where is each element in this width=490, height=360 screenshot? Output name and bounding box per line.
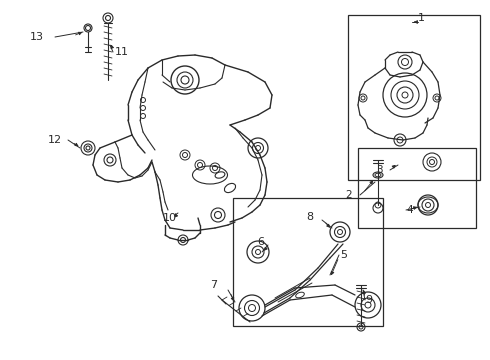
- Bar: [348, 15, 480, 180]
- Text: 12: 12: [48, 135, 62, 145]
- Text: 4: 4: [406, 205, 413, 215]
- Text: 2: 2: [345, 190, 352, 200]
- Text: 9: 9: [365, 295, 372, 305]
- Text: 1: 1: [418, 13, 425, 23]
- Bar: [358, 148, 476, 228]
- Text: 8: 8: [306, 212, 313, 222]
- Text: 5: 5: [340, 250, 347, 260]
- Text: 3: 3: [376, 165, 383, 175]
- Text: 10: 10: [163, 213, 177, 223]
- Text: 13: 13: [30, 32, 44, 42]
- Text: 11: 11: [115, 47, 129, 57]
- Text: 6: 6: [257, 237, 264, 247]
- Text: 7: 7: [210, 280, 217, 290]
- Bar: [233, 198, 383, 326]
